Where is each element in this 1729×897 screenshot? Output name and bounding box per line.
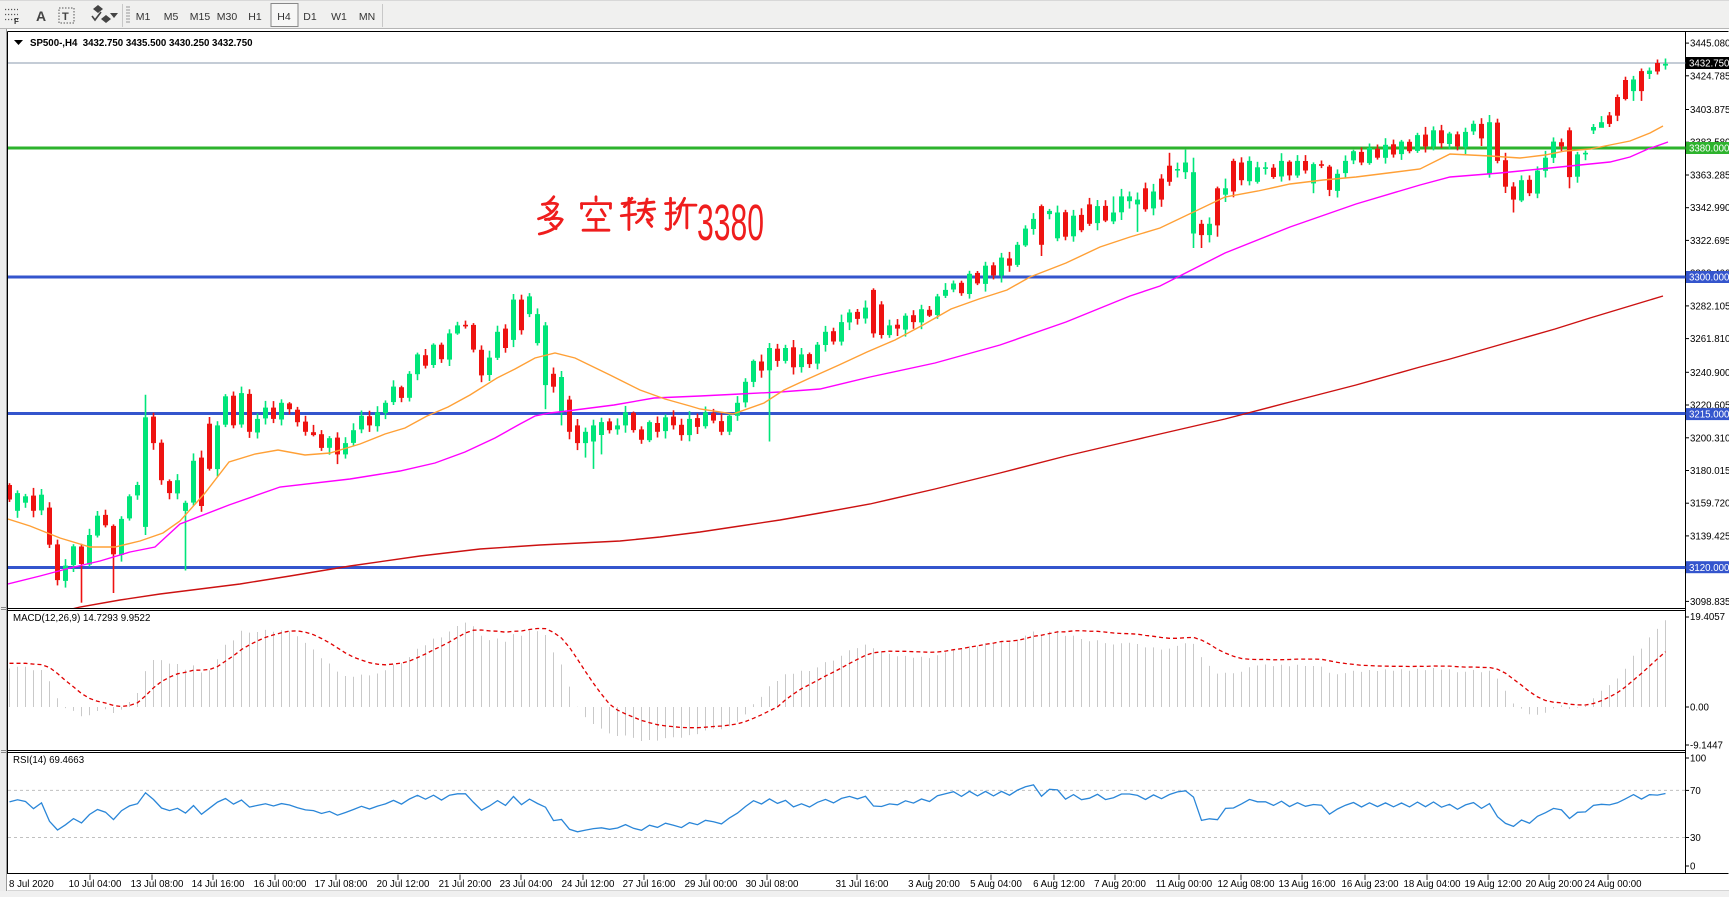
svg-text:3200.310: 3200.310 (1690, 433, 1729, 444)
svg-text:100: 100 (1690, 754, 1707, 765)
svg-text:3445.080: 3445.080 (1690, 39, 1729, 50)
svg-text:MACD(12,26,9) 14.7293 9.9522: MACD(12,26,9) 14.7293 9.9522 (13, 613, 150, 624)
svg-text:W1: W1 (331, 11, 347, 23)
svg-text:3432.750: 3432.750 (1689, 59, 1729, 70)
svg-text:3342.990: 3342.990 (1690, 203, 1729, 214)
svg-text:3261.810: 3261.810 (1690, 334, 1729, 345)
svg-text:31 Jul 16:00: 31 Jul 16:00 (836, 879, 889, 890)
svg-text:3240.900: 3240.900 (1690, 368, 1729, 379)
svg-text:3363.285: 3363.285 (1690, 171, 1729, 182)
svg-text:F: F (14, 17, 19, 26)
svg-text:19 Aug 12:00: 19 Aug 12:00 (1464, 879, 1522, 890)
svg-text:6 Aug 12:00: 6 Aug 12:00 (1033, 879, 1085, 890)
svg-text:3215.000: 3215.000 (1689, 410, 1729, 421)
svg-text:SP500-,H4 3432.750 3435.500 3: SP500-,H4 3432.750 3435.500 3430.250 343… (30, 38, 252, 49)
svg-text:7 Aug 20:00: 7 Aug 20:00 (1094, 879, 1146, 890)
svg-text:3300.000: 3300.000 (1689, 273, 1729, 284)
svg-text:11 Aug 00:00: 11 Aug 00:00 (1156, 879, 1213, 890)
svg-text:24 Jul 12:00: 24 Jul 12:00 (562, 879, 615, 890)
svg-text:13 Jul 08:00: 13 Jul 08:00 (131, 879, 184, 890)
svg-text:27 Jul 16:00: 27 Jul 16:00 (623, 879, 676, 890)
svg-text:30 Jul 08:00: 30 Jul 08:00 (746, 879, 799, 890)
svg-text:M15: M15 (190, 11, 211, 23)
svg-text:3139.425: 3139.425 (1690, 531, 1729, 542)
svg-text:H4: H4 (277, 11, 291, 23)
svg-text:23 Jul 04:00: 23 Jul 04:00 (500, 879, 553, 890)
svg-text:3403.875: 3403.875 (1690, 105, 1729, 116)
svg-text:3220.605: 3220.605 (1690, 401, 1729, 412)
svg-text:16 Jul 00:00: 16 Jul 00:00 (254, 879, 307, 890)
svg-text:H1: H1 (248, 11, 262, 23)
svg-text:19.4057: 19.4057 (1690, 612, 1725, 623)
svg-text:3424.785: 3424.785 (1690, 71, 1729, 82)
svg-text:21 Jul 20:00: 21 Jul 20:00 (439, 879, 492, 890)
svg-text:T: T (62, 11, 69, 23)
svg-text:3120.000: 3120.000 (1689, 563, 1729, 574)
svg-text:12 Aug 08:00: 12 Aug 08:00 (1217, 879, 1275, 890)
svg-text:5 Aug 04:00: 5 Aug 04:00 (970, 879, 1022, 890)
svg-text:3 Aug 20:00: 3 Aug 20:00 (908, 879, 960, 890)
svg-text:3380.000: 3380.000 (1689, 144, 1729, 155)
svg-text:8 Jul 2020: 8 Jul 2020 (9, 879, 54, 890)
svg-text:MN: MN (359, 11, 375, 23)
svg-text:29 Jul 00:00: 29 Jul 00:00 (685, 879, 738, 890)
svg-text:20 Jul 12:00: 20 Jul 12:00 (377, 879, 430, 890)
svg-text:20 Aug 20:00: 20 Aug 20:00 (1525, 879, 1583, 890)
svg-text:10 Jul 04:00: 10 Jul 04:00 (69, 879, 122, 890)
svg-text:3380: 3380 (697, 194, 764, 251)
svg-text:30: 30 (1690, 833, 1701, 844)
svg-text:3282.105: 3282.105 (1690, 301, 1729, 312)
svg-text:D1: D1 (303, 11, 317, 23)
svg-text:3322.695: 3322.695 (1690, 236, 1729, 247)
svg-text:3098.835: 3098.835 (1690, 597, 1729, 608)
svg-text:13 Aug 16:00: 13 Aug 16:00 (1278, 879, 1336, 890)
svg-text:3159.720: 3159.720 (1690, 499, 1729, 510)
svg-text:0.00: 0.00 (1690, 703, 1709, 714)
svg-text:M1: M1 (136, 11, 151, 23)
svg-text:14 Jul 16:00: 14 Jul 16:00 (192, 879, 245, 890)
svg-text:M30: M30 (217, 11, 238, 23)
svg-text:70: 70 (1690, 786, 1701, 797)
svg-text:RSI(14) 69.4663: RSI(14) 69.4663 (13, 755, 84, 766)
svg-text:3180.015: 3180.015 (1690, 466, 1729, 477)
svg-text:-9.1447: -9.1447 (1690, 741, 1723, 752)
svg-text:18 Aug 04:00: 18 Aug 04:00 (1403, 879, 1461, 890)
svg-text:24 Aug 00:00: 24 Aug 00:00 (1584, 879, 1642, 890)
svg-text:M5: M5 (164, 11, 179, 23)
svg-text:16 Aug 23:00: 16 Aug 23:00 (1341, 879, 1399, 890)
svg-text:0: 0 (1690, 862, 1696, 873)
svg-text:17 Jul 08:00: 17 Jul 08:00 (315, 879, 368, 890)
svg-text:A: A (36, 8, 46, 24)
